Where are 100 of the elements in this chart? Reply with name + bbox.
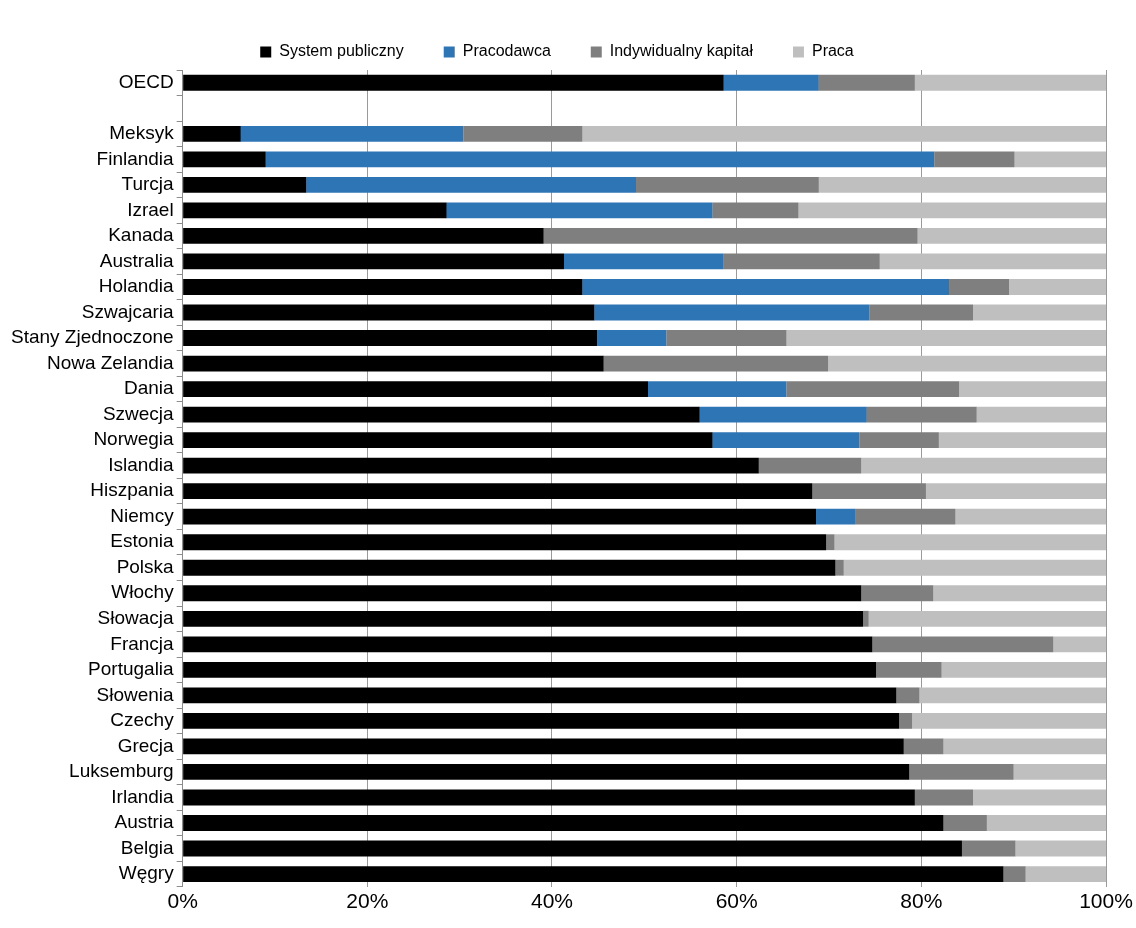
bar — [909, 764, 1014, 780]
x-tick-label: 100% — [1079, 889, 1133, 913]
bar — [183, 432, 713, 449]
bar — [1009, 279, 1106, 295]
bar — [917, 228, 1106, 244]
bar — [863, 610, 869, 627]
bar — [834, 534, 1106, 551]
y-tick-label: Australia — [99, 249, 175, 271]
bar — [183, 330, 598, 346]
bar — [183, 279, 583, 295]
bar — [183, 712, 900, 729]
bar — [818, 176, 1106, 193]
bar — [938, 432, 1106, 449]
bar — [869, 304, 974, 321]
bar — [723, 253, 880, 270]
y-tick-label: Włochy — [111, 581, 175, 603]
x-tick-label: 20% — [346, 889, 389, 913]
bar — [861, 457, 1106, 474]
y-tick-label: Słowacja — [97, 607, 175, 629]
bar — [183, 508, 817, 525]
x-tick-label: 80% — [900, 889, 943, 913]
bar — [934, 151, 1015, 168]
bar — [961, 840, 1016, 857]
bar — [973, 304, 1106, 321]
bar — [826, 534, 835, 551]
bar — [666, 330, 787, 346]
x-tick-label: 0% — [167, 889, 198, 913]
bar — [976, 406, 1106, 423]
bar — [1013, 764, 1106, 780]
x-tick-label: 40% — [530, 889, 574, 913]
bar — [949, 279, 1010, 295]
bar — [183, 764, 910, 780]
y-tick-label: Hiszpania — [90, 479, 175, 501]
bar — [872, 636, 1054, 653]
y-tick-label: Niemcy — [110, 504, 175, 526]
y-tick-label: Szwecja — [102, 402, 175, 424]
bar — [986, 815, 1106, 831]
y-tick-label: Holandia — [98, 275, 175, 297]
bar — [183, 457, 759, 474]
bar — [183, 610, 864, 627]
y-tick-label: Słowenia — [96, 683, 175, 705]
bar — [183, 559, 836, 576]
bar — [866, 406, 977, 423]
bar — [183, 355, 604, 372]
y-tick-label: Szwajcaria — [81, 300, 175, 322]
y-tick-label: Austria — [114, 811, 175, 833]
bar — [843, 559, 1106, 576]
y-tick-label: Norwegia — [93, 428, 175, 450]
x-tick-label: 60% — [715, 889, 758, 913]
bar — [240, 125, 464, 142]
bar — [183, 789, 915, 806]
bar — [941, 661, 1106, 678]
bar — [183, 381, 649, 397]
bar — [183, 253, 564, 270]
bar — [861, 585, 934, 602]
y-tick-label: Węgry — [118, 862, 175, 884]
bar — [183, 687, 897, 704]
bar — [183, 840, 962, 857]
y-tick-label: Portugalia — [88, 658, 175, 680]
bar — [876, 661, 942, 678]
bar — [183, 815, 944, 831]
bar — [959, 381, 1106, 397]
bar — [1025, 866, 1106, 882]
bar — [183, 866, 1004, 882]
bar — [183, 74, 724, 91]
legend-label: Pracodawca — [462, 42, 551, 60]
bar — [903, 738, 944, 755]
bar — [1003, 866, 1026, 882]
bar — [835, 559, 844, 576]
y-tick-label: Dania — [124, 377, 175, 399]
bar — [648, 381, 787, 397]
bar — [973, 789, 1106, 806]
bar — [896, 687, 920, 704]
bar — [899, 712, 913, 729]
bar — [798, 202, 1106, 219]
bar — [786, 330, 1106, 346]
y-tick-label: Finlandia — [96, 147, 175, 169]
y-tick-label: OECD — [118, 71, 174, 92]
bar — [603, 355, 829, 372]
bar — [582, 279, 950, 295]
y-tick-label: Meksyk — [109, 122, 175, 144]
bar — [597, 330, 667, 346]
y-tick-label: Turcja — [121, 173, 175, 195]
y-tick-label: Irlandia — [111, 785, 175, 807]
y-tick-label: Czechy — [110, 709, 175, 731]
bar — [543, 228, 918, 244]
bar — [183, 125, 241, 142]
bar — [955, 508, 1106, 525]
bar — [868, 610, 1106, 627]
bar — [859, 432, 939, 449]
bar — [594, 304, 870, 321]
bar — [636, 176, 819, 193]
bar — [933, 585, 1106, 602]
y-tick-label: Francja — [110, 632, 175, 654]
bar — [183, 151, 266, 168]
bar — [446, 202, 713, 219]
bar — [183, 406, 700, 423]
bar — [183, 738, 904, 755]
bar — [1015, 840, 1106, 857]
bar — [699, 406, 867, 423]
